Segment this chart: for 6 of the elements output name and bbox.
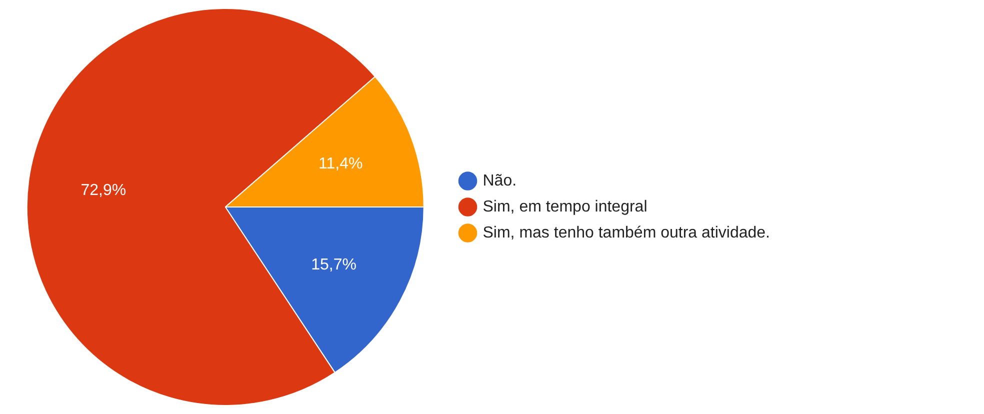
legend-label: Não. (482, 172, 517, 190)
data-label: 11,4% (318, 155, 363, 172)
data-label: 15,7% (311, 256, 356, 274)
legend-label: Sim, em tempo integral (482, 198, 648, 216)
legend-label: Sim, mas tenho também outra atividade. (482, 224, 770, 242)
data-label: 72,9% (80, 182, 126, 199)
